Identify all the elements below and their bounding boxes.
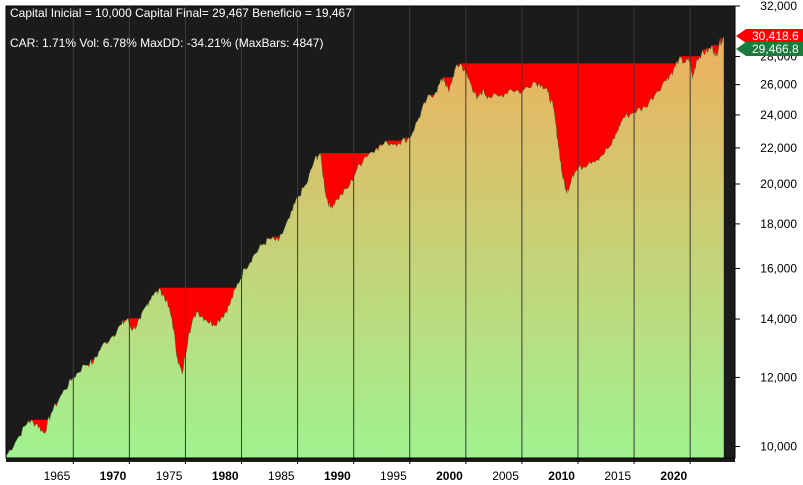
y-tick-label: 12,000: [760, 370, 797, 384]
y-tick-label: 10,000: [760, 439, 797, 453]
last-value-tag-text: 30,418.6: [752, 29, 799, 43]
y-tick-label: 14,000: [760, 312, 797, 326]
plot-border: [5, 5, 736, 459]
last-value-tag-box: [736, 29, 803, 43]
y-tick-label: 22,000: [760, 141, 797, 155]
x-axis-strip: [6, 458, 735, 462]
x-tick-label: 1975: [156, 469, 183, 483]
y-tick-label: 24,000: [760, 108, 797, 122]
x-tick-label: 2005: [492, 469, 519, 483]
y-tick-label: 18,000: [760, 217, 797, 231]
y-tick-label: 26,000: [760, 78, 797, 92]
x-axis: 1965 1970 1975 1980 1985 1990 1995 2000 2005 2010…: [44, 458, 691, 483]
y-tick-label: 32,000: [760, 0, 797, 13]
y-axis: 10,000 12,000 14,000 16,000 18,000 20,000 22,0…: [735, 0, 797, 453]
x-tick-label: 2010: [548, 469, 575, 483]
x-tick-label: 1990: [324, 469, 351, 483]
equity-area: [6, 37, 724, 458]
x-tick-label: 1985: [268, 469, 295, 483]
equity-line: [6, 36, 724, 457]
x-tick-label: 2020: [660, 469, 687, 483]
info-line-stats: CAR: 1.71% Vol: 6.78% MaxDD: -34.21% (Ma…: [10, 36, 323, 50]
x-tick-label: 1980: [212, 469, 239, 483]
last-value-tag-text: 29,466.8: [752, 42, 799, 56]
x-tick-label: 2000: [436, 469, 463, 483]
last-value-tag: 29,466.8: [736, 42, 803, 56]
y-tick-label: 16,000: [760, 261, 797, 275]
y-tick-label: 20,000: [760, 177, 797, 191]
x-tick-label: 2015: [604, 469, 631, 483]
last-value-tags: 30,418.629,466.8: [736, 29, 803, 56]
x-tick-label: 1970: [100, 469, 127, 483]
last-value-tag: 30,418.6: [736, 29, 803, 43]
x-tick-label: 1965: [44, 469, 71, 483]
last-value-tag-box: [736, 42, 803, 56]
year-gridlines: [72, 6, 691, 458]
x-tick-label: 1995: [380, 469, 407, 483]
info-line-capital: Capital Inicial = 10,000 Capital Final= …: [10, 6, 352, 20]
